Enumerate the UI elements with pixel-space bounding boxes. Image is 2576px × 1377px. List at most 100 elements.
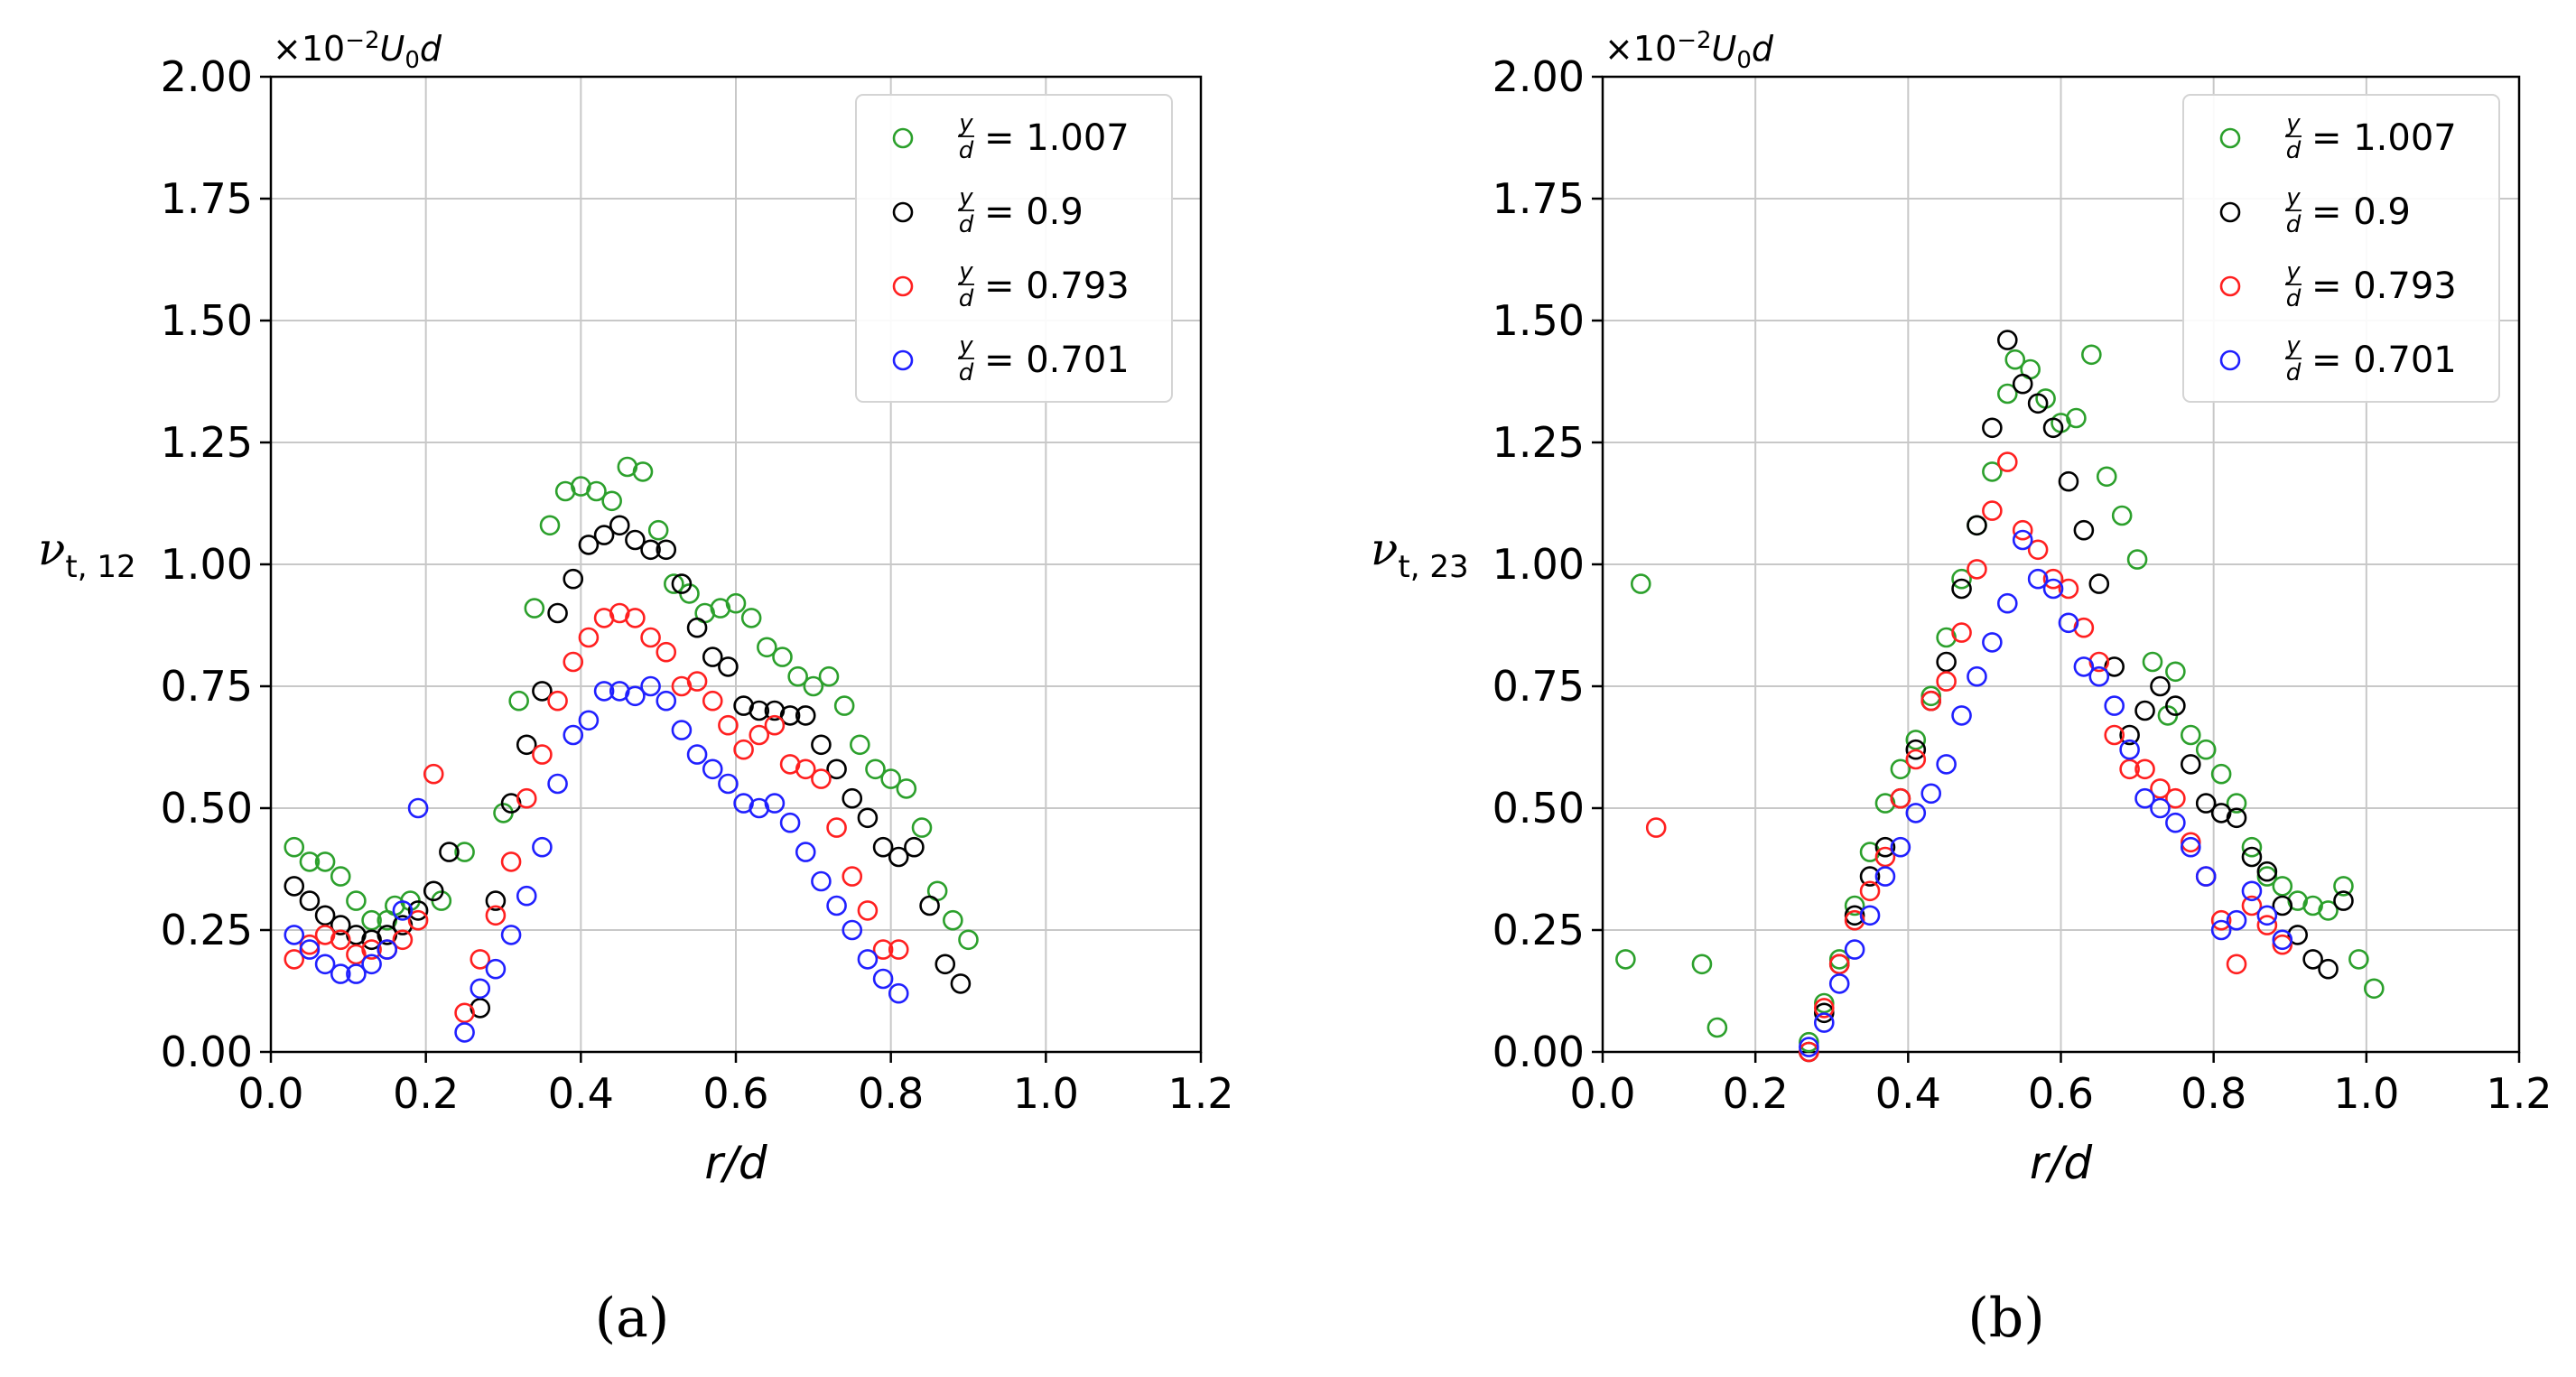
data-point (1920, 690, 1942, 712)
y-tick-label: 1.25 (1493, 418, 1585, 467)
y-tick-label: 1.75 (1493, 174, 1585, 223)
data-point (2119, 739, 2140, 760)
x-tick-label: 0.0 (237, 1069, 303, 1118)
data-point (1967, 559, 1987, 580)
data-point (578, 710, 600, 731)
data-point (2027, 393, 2049, 414)
data-point (1828, 949, 1850, 970)
data-point (1982, 461, 2003, 482)
data-point (1645, 817, 1667, 838)
data-point (2150, 675, 2171, 697)
legend-frac-numerator: y (958, 184, 973, 211)
data-point (2180, 724, 2201, 746)
data-point (578, 535, 600, 555)
data-point (826, 895, 847, 916)
x-tick-label: 0.6 (2028, 1069, 2094, 1118)
data-point (2066, 407, 2087, 429)
y-tick-label: 1.25 (161, 418, 253, 467)
series-0 (284, 456, 979, 951)
data-point (2111, 505, 2133, 526)
data-point (330, 929, 351, 951)
data-point (346, 963, 367, 984)
data-point (485, 905, 507, 926)
data-point (764, 714, 786, 736)
data-point (454, 1022, 475, 1043)
y-tick-label: 1.50 (161, 296, 253, 345)
data-point (1859, 880, 1881, 902)
data-point (2004, 349, 2026, 370)
x-tick-label: 0.2 (393, 1069, 459, 1118)
legend-box (855, 94, 1173, 403)
data-point (888, 982, 909, 1004)
data-point (2088, 573, 2110, 594)
data-point (407, 900, 429, 921)
data-point (532, 681, 553, 702)
data-point (803, 675, 824, 697)
data-point (547, 690, 568, 712)
data-point (284, 949, 305, 970)
legend-value: = 0.793 (984, 265, 1130, 307)
data-point (361, 954, 382, 975)
data-point (2272, 929, 2293, 951)
data-point (664, 573, 684, 594)
data-point (508, 690, 529, 712)
data-point (1874, 846, 1896, 868)
data-point (1982, 417, 2003, 439)
data-point (2180, 836, 2201, 858)
data-point (656, 641, 677, 663)
data-point (299, 939, 321, 960)
data-point (1844, 939, 1865, 960)
data-point (779, 705, 801, 726)
series-3 (1799, 529, 2293, 1057)
y-tick-label: 2.00 (161, 52, 253, 101)
data-point (857, 807, 879, 829)
legend-frac-denominator: d (2286, 211, 2302, 238)
legend-marker (892, 349, 914, 371)
data-point (2104, 695, 2125, 716)
x-axis-label: r/d (2030, 1137, 2092, 1189)
y-tick-label: 1.00 (161, 540, 253, 589)
data-point (857, 900, 879, 921)
data-point (2195, 793, 2217, 814)
data-point (1813, 998, 1835, 1019)
data-point (1905, 730, 1927, 750)
data-point (500, 851, 522, 872)
data-point (392, 900, 414, 921)
data-point (1890, 758, 1911, 780)
data-point (563, 568, 584, 590)
data-point (1844, 905, 1865, 926)
data-point (361, 939, 382, 960)
x-tick-label: 1.2 (2486, 1069, 2552, 1118)
data-point (904, 836, 925, 858)
data-point (1691, 954, 1713, 975)
legend-frac-denominator: d (959, 285, 974, 312)
data-point (865, 758, 886, 780)
legend-value: = 0.9 (984, 191, 1083, 233)
legend-frac-numerator: y (2285, 184, 2301, 211)
data-point (1982, 632, 2003, 653)
data-point (547, 602, 568, 624)
data-point (2256, 861, 2278, 882)
data-point (888, 939, 909, 960)
x-tick-label: 1.0 (1013, 1069, 1079, 1118)
data-point (842, 866, 863, 887)
data-point (896, 778, 917, 799)
data-point (733, 739, 754, 760)
data-point (911, 817, 933, 838)
data-point (2088, 665, 2110, 687)
data-point (950, 973, 972, 994)
data-point (640, 539, 661, 561)
legend-frac-denominator: d (2286, 285, 2302, 312)
data-point (377, 939, 398, 960)
data-point (2318, 958, 2339, 980)
data-point (1996, 451, 2018, 472)
data-point (2318, 900, 2339, 921)
data-point (826, 817, 847, 838)
data-point (299, 890, 321, 911)
data-point (725, 592, 747, 614)
data-point (1920, 783, 1942, 805)
data-point (625, 685, 646, 707)
data-point (2226, 954, 2247, 975)
data-point (842, 919, 863, 941)
legend-value: = 1.007 (984, 117, 1130, 159)
